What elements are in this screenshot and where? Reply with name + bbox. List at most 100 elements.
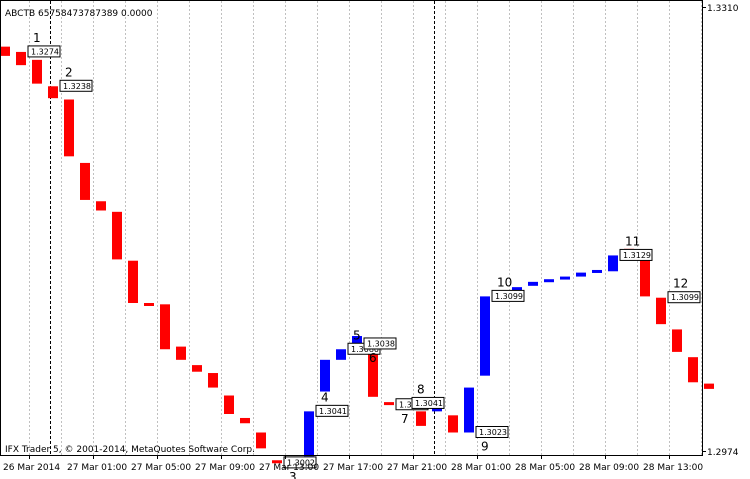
price-tag-box <box>475 426 509 438</box>
price-tag: 1.3129 <box>623 251 651 260</box>
bear-candle <box>0 46 10 56</box>
bear-candle <box>656 297 666 325</box>
price-tag: 1.3038 <box>367 339 395 348</box>
time-label: 27 Mar 13:00 <box>259 463 319 473</box>
annotation: 1.3002 3 <box>283 456 317 479</box>
price-tag-box <box>363 337 397 350</box>
wave-number: 8 <box>417 382 425 396</box>
bull-candle <box>528 281 538 286</box>
time-label: 28 Mar 09:00 <box>579 463 639 473</box>
time-label: 27 Mar 17:00 <box>323 463 383 473</box>
bull-candle <box>560 276 570 280</box>
copyright-line: IFX Trader 5, © 2001-2014, MetaQuotes So… <box>5 445 255 455</box>
time-label: 28 Mar 01:00 <box>451 463 511 473</box>
wave-number: 7 <box>401 412 409 426</box>
bear-candle <box>96 201 106 211</box>
price-tag-box <box>27 45 61 58</box>
bear-candle <box>224 395 234 414</box>
bear-candle <box>368 347 378 397</box>
annotation: 1.3038 6 <box>363 337 397 365</box>
wave-number: 1 <box>33 31 41 45</box>
annotations: 1.327411.323821.300231.304141.308051.303… <box>27 31 701 479</box>
bear-candle <box>672 329 682 352</box>
price-tag-box <box>283 456 317 469</box>
bear-candle <box>48 86 58 99</box>
wave-number: 10 <box>497 275 512 289</box>
bull-candle <box>608 255 618 272</box>
time-label: 28 Mar 13:00 <box>643 463 703 473</box>
day-separators <box>50 1 435 455</box>
price-tag: 1.3002 <box>287 458 315 467</box>
bear-candle <box>160 304 170 350</box>
plot-frame <box>0 0 703 456</box>
price-tag: 1.3274 <box>31 47 59 56</box>
annotation: 1.3129 11 <box>619 234 653 261</box>
bear-candle <box>384 402 394 406</box>
bull-candle <box>304 411 314 457</box>
price-tag-box <box>619 248 653 261</box>
bull-candle <box>352 336 362 344</box>
time-label: 26 Mar 2014 <box>3 463 60 473</box>
bear-candle <box>256 432 266 449</box>
wave-number: 12 <box>673 277 688 291</box>
bull-candle <box>544 279 554 283</box>
wave-number: 11 <box>625 234 640 248</box>
price-tag: 1.3238 <box>63 82 91 91</box>
wave-number: 4 <box>321 390 329 404</box>
bull-candle <box>576 272 586 277</box>
price-tag-box <box>59 79 93 92</box>
bear-candle <box>128 260 138 303</box>
bear-candle <box>272 460 282 464</box>
time-label: 27 Mar 05:00 <box>131 463 191 473</box>
time-axis: 26 Mar 2014 27 Mar 01:00 27 Mar 05:00 27 Ma… <box>3 455 703 473</box>
wave-number: 5 <box>353 328 361 342</box>
time-label: 27 Mar 01:00 <box>67 463 127 473</box>
bear-candle <box>32 59 42 84</box>
annotation: 1.3274 1 <box>27 31 61 58</box>
wave-number: 6 <box>369 351 377 365</box>
price-tag: 1.3023 <box>479 428 507 437</box>
price-label: 1.3310 <box>707 4 739 14</box>
bear-candle <box>16 51 26 66</box>
bear-candle <box>80 162 90 200</box>
price-tag: 1.3099 <box>671 293 699 302</box>
annotation: 1.3041 8 <box>411 382 445 409</box>
bear-candle <box>208 373 218 388</box>
time-label: 27 Mar 21:00 <box>387 463 447 473</box>
time-label: 28 Mar 05:00 <box>515 463 575 473</box>
bear-candle <box>64 99 74 157</box>
price-tag-box <box>315 404 349 417</box>
bear-candle <box>688 357 698 383</box>
annotation: 1.3099 10 <box>491 275 525 302</box>
price-tag-box <box>491 289 525 302</box>
bull-candle <box>336 349 346 360</box>
price-tag-box <box>411 396 445 409</box>
price-axis: 1.3310 1.2974 <box>702 4 739 458</box>
bear-candle <box>416 411 426 426</box>
bull-candle <box>592 269 602 273</box>
wave-number: 3 <box>289 470 297 479</box>
bear-candle <box>192 365 202 372</box>
wave-number: 9 <box>481 440 489 454</box>
bear-candle <box>240 417 250 424</box>
bear-candle <box>144 303 154 306</box>
symbol-line: ABCTB 65758473787389 0.0000 <box>5 9 153 19</box>
bear-candle <box>176 346 186 360</box>
wave-number: 2 <box>65 65 73 79</box>
price-tag-box <box>667 291 701 304</box>
annotation: 1.3023 9 <box>475 426 509 454</box>
price-tag: 1.3041 <box>319 407 347 416</box>
bull-candle <box>480 296 490 376</box>
price-label: 1.2974 <box>707 448 739 458</box>
annotation: 1.3099 12 <box>667 277 701 304</box>
bear-candle <box>640 258 650 297</box>
bull-candle <box>464 387 474 433</box>
annotation: 1.3041 4 <box>315 390 349 417</box>
bear-candle <box>112 211 122 260</box>
bear-candle <box>448 415 458 433</box>
bull-candle <box>320 359 330 392</box>
price-tag: 1.3041 <box>415 399 443 408</box>
annotation: 1.3238 2 <box>59 65 93 92</box>
